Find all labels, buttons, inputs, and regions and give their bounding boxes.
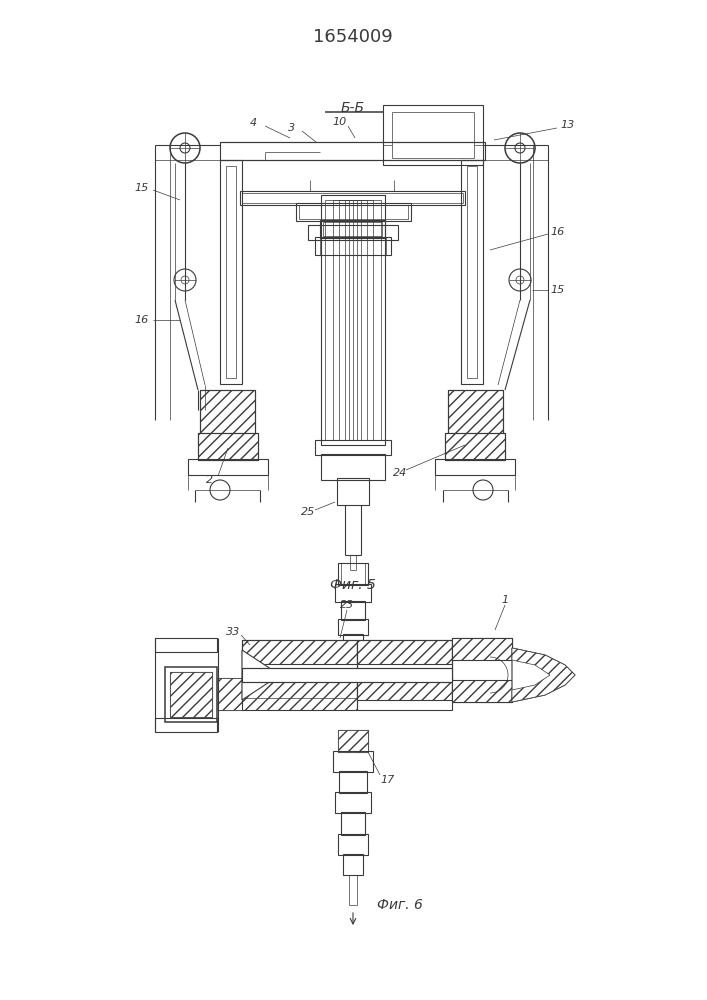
Bar (357, 640, 452, 710)
Bar (242, 668, 452, 682)
Circle shape (180, 143, 190, 153)
Bar (165, 667, 217, 722)
Bar (435, 459, 515, 475)
Text: 13: 13 (561, 120, 575, 130)
Text: 15: 15 (551, 285, 565, 295)
Bar (242, 640, 357, 710)
Circle shape (473, 480, 493, 500)
Bar (343, 634, 363, 647)
Bar (226, 166, 236, 378)
Circle shape (174, 269, 196, 291)
Text: 3: 3 (288, 123, 296, 133)
Text: 10: 10 (333, 117, 347, 127)
Bar (338, 619, 368, 635)
Bar (341, 601, 365, 620)
Text: 4: 4 (250, 118, 257, 128)
Polygon shape (512, 648, 575, 702)
Bar (296, 203, 411, 221)
Bar (339, 200, 367, 440)
Bar (315, 440, 391, 455)
Bar (452, 638, 512, 660)
Bar (337, 478, 369, 505)
Bar (240, 191, 465, 205)
Polygon shape (512, 648, 575, 702)
Bar (242, 676, 357, 700)
Bar (315, 237, 391, 255)
Text: 16: 16 (551, 227, 565, 237)
Bar (338, 730, 368, 752)
Bar (320, 220, 385, 238)
Circle shape (509, 269, 531, 291)
Text: 17: 17 (381, 775, 395, 785)
Text: 1: 1 (501, 595, 508, 605)
Bar (338, 834, 368, 855)
Bar (452, 638, 512, 702)
Bar (200, 390, 255, 435)
Bar (170, 672, 212, 717)
Bar (467, 166, 477, 378)
Bar (188, 459, 268, 475)
Bar (321, 195, 385, 445)
Bar (338, 563, 368, 585)
Circle shape (516, 276, 524, 284)
Bar (198, 433, 258, 460)
Bar (170, 672, 212, 717)
Bar (461, 160, 483, 384)
Bar (448, 390, 503, 435)
Bar (299, 205, 408, 219)
Text: 23: 23 (340, 600, 354, 610)
Circle shape (515, 143, 525, 153)
Bar (308, 225, 398, 240)
Bar (383, 105, 483, 165)
Text: 25: 25 (301, 507, 315, 517)
Circle shape (170, 133, 200, 163)
Text: 2: 2 (206, 475, 214, 485)
Bar (339, 771, 367, 793)
Bar (445, 433, 505, 460)
Text: 24: 24 (393, 468, 407, 478)
Bar (155, 638, 217, 652)
Text: Фиг. 5: Фиг. 5 (330, 578, 376, 592)
Text: 1654009: 1654009 (313, 28, 393, 46)
Bar (448, 390, 503, 435)
Bar (333, 751, 373, 772)
Bar (242, 698, 357, 710)
Bar (323, 222, 382, 236)
Bar (217, 678, 242, 710)
Bar (155, 718, 217, 732)
Bar (242, 640, 357, 664)
Bar (200, 390, 255, 435)
Bar (220, 160, 242, 384)
Bar (357, 676, 452, 700)
Text: 33: 33 (226, 627, 240, 637)
Bar (452, 680, 512, 702)
Bar (335, 584, 371, 602)
Bar (335, 792, 371, 813)
Circle shape (505, 133, 535, 163)
Bar (333, 200, 373, 440)
Bar (343, 854, 363, 875)
Bar (345, 200, 361, 440)
Bar (338, 730, 368, 752)
Bar (357, 640, 452, 664)
Polygon shape (242, 650, 280, 700)
Bar (325, 200, 381, 440)
Circle shape (181, 276, 189, 284)
Text: Фиг. 6: Фиг. 6 (377, 898, 423, 912)
Text: 16: 16 (135, 315, 149, 325)
Bar (242, 193, 463, 203)
Bar (321, 454, 385, 480)
Bar (220, 142, 485, 160)
Bar (217, 678, 242, 710)
Text: 15: 15 (135, 183, 149, 193)
Bar (320, 237, 386, 255)
Circle shape (210, 480, 230, 500)
Text: Б-Б: Б-Б (341, 101, 365, 115)
Bar (445, 433, 505, 460)
Bar (392, 112, 474, 158)
Bar (341, 812, 365, 835)
Bar (198, 433, 258, 460)
